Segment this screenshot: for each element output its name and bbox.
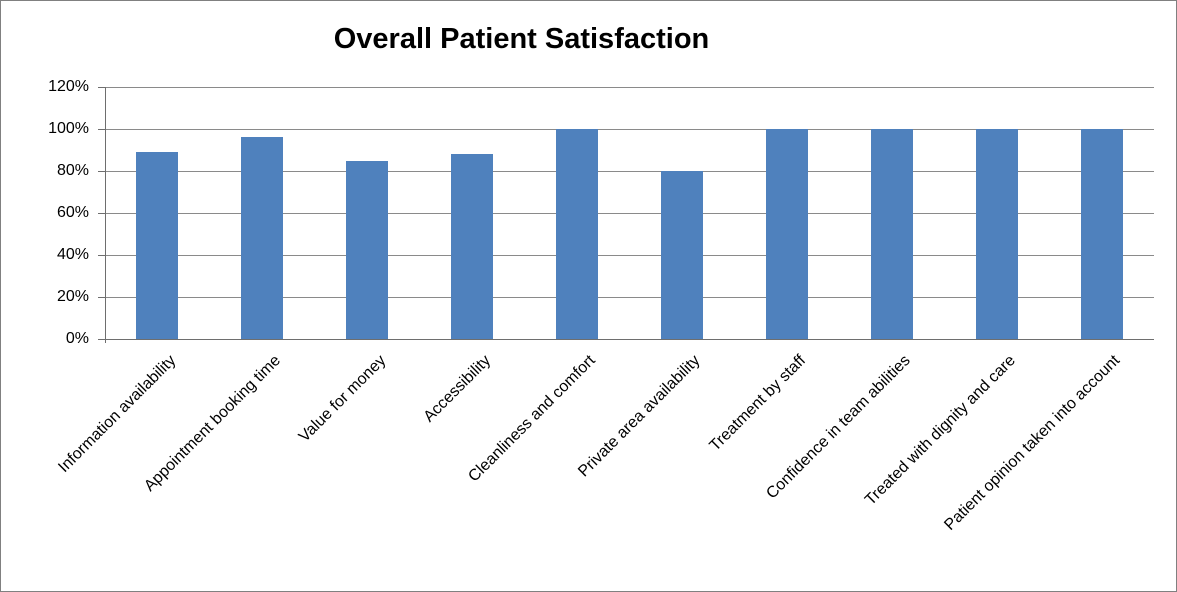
bar-5: [661, 171, 703, 339]
x-axis: [105, 339, 1154, 340]
y-tick-label-60: 60%: [56, 204, 89, 221]
y-tick-label-80: 80%: [56, 162, 89, 179]
bar-0: [136, 152, 179, 339]
x-category-label-3: Accessibility: [420, 352, 495, 426]
y-axis-tick-40: [98, 255, 105, 256]
y-tick-label-120: 120%: [48, 78, 89, 95]
y-axis-tick-20: [98, 297, 105, 298]
y-axis-tick-100: [98, 129, 105, 130]
bar-4: [556, 129, 599, 339]
bar-7: [870, 129, 913, 339]
bar-8: [975, 129, 1018, 339]
y-tick-label-20: 20%: [56, 288, 89, 305]
x-category-label-6: Treatment by staff: [706, 352, 809, 455]
x-category-label-5: Private area availability: [575, 352, 705, 481]
y-axis-tick-0: [98, 339, 105, 340]
y-tick-label-0: 0%: [65, 330, 89, 347]
y-axis-tick-120: [98, 87, 105, 88]
y-axis-tick-80: [98, 171, 105, 172]
y-tick-label-40: 40%: [56, 246, 89, 263]
gridline-120: [105, 87, 1154, 88]
y-axis: [105, 87, 106, 343]
x-category-label-0: Information availability: [55, 352, 180, 476]
bar-2: [346, 160, 389, 339]
gridline-60: [105, 213, 1154, 214]
y-axis-tick-60: [98, 213, 105, 214]
gridline-80: [105, 171, 1154, 172]
chart-title: Overall Patient Satisfaction: [333, 23, 710, 55]
gridline-40: [105, 255, 1154, 256]
bar-6: [765, 129, 808, 339]
x-category-label-9: Patient opinion taken into account: [941, 352, 1124, 534]
gridline-100: [105, 129, 1154, 130]
bar-9: [1080, 129, 1123, 339]
bar-3: [451, 154, 494, 339]
x-category-label-2: Value for money: [295, 352, 390, 446]
y-tick-label-100: 100%: [48, 120, 89, 137]
gridline-20: [105, 297, 1154, 298]
bar-1: [241, 137, 284, 339]
